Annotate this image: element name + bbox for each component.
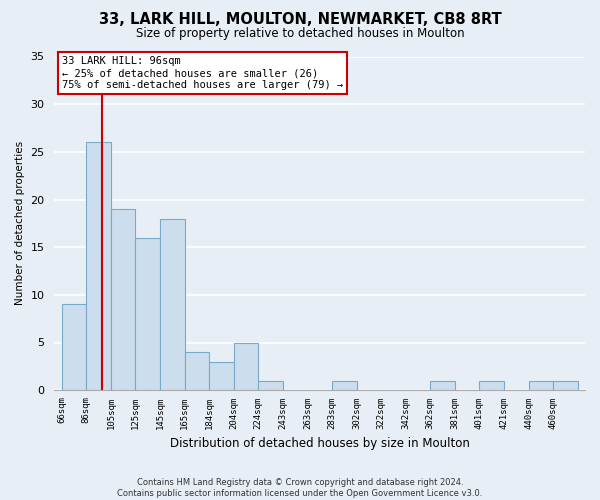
Bar [209,362,234,390]
Bar [111,209,136,390]
Bar [160,218,185,390]
Bar [430,380,455,390]
Bar [136,238,160,390]
Text: Contains HM Land Registry data © Crown copyright and database right 2024.
Contai: Contains HM Land Registry data © Crown c… [118,478,482,498]
Text: 33, LARK HILL, MOULTON, NEWMARKET, CB8 8RT: 33, LARK HILL, MOULTON, NEWMARKET, CB8 8… [98,12,502,28]
Bar [185,352,209,390]
Bar [86,142,111,390]
Bar [479,380,504,390]
Text: 33 LARK HILL: 96sqm
← 25% of detached houses are smaller (26)
75% of semi-detach: 33 LARK HILL: 96sqm ← 25% of detached ho… [62,56,343,90]
Bar [234,342,258,390]
Y-axis label: Number of detached properties: Number of detached properties [15,142,25,306]
Text: Size of property relative to detached houses in Moulton: Size of property relative to detached ho… [136,28,464,40]
Bar [62,304,86,390]
X-axis label: Distribution of detached houses by size in Moulton: Distribution of detached houses by size … [170,437,470,450]
Bar [529,380,553,390]
Bar [332,380,356,390]
Bar [258,380,283,390]
Bar [553,380,578,390]
